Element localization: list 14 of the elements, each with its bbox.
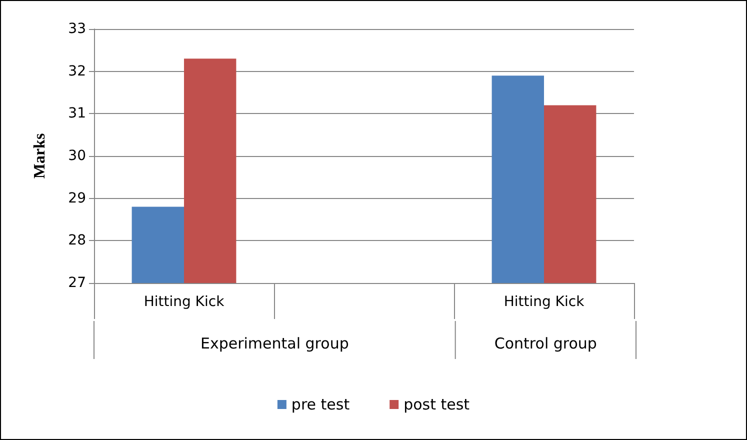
y-axis-title: Marks [32, 133, 48, 179]
x-tick-label: Hitting Kick [144, 294, 226, 310]
text: Experimental group [200, 334, 349, 352]
y-tick-label: 33 [68, 21, 86, 37]
y-tick-label: 30 [68, 148, 86, 164]
legend-label: post test [404, 396, 470, 414]
text: Control group [494, 334, 597, 352]
y-tick-label: 32 [68, 63, 86, 80]
y-tick-label: 27 [68, 275, 86, 291]
y-tick-label: 31 [68, 106, 86, 122]
x-tick-label: Hitting Kick [504, 294, 586, 310]
legend-label: pre test [291, 396, 350, 414]
y-tick-label: 29 [68, 190, 86, 206]
y-tick-label: 28 [68, 232, 86, 249]
